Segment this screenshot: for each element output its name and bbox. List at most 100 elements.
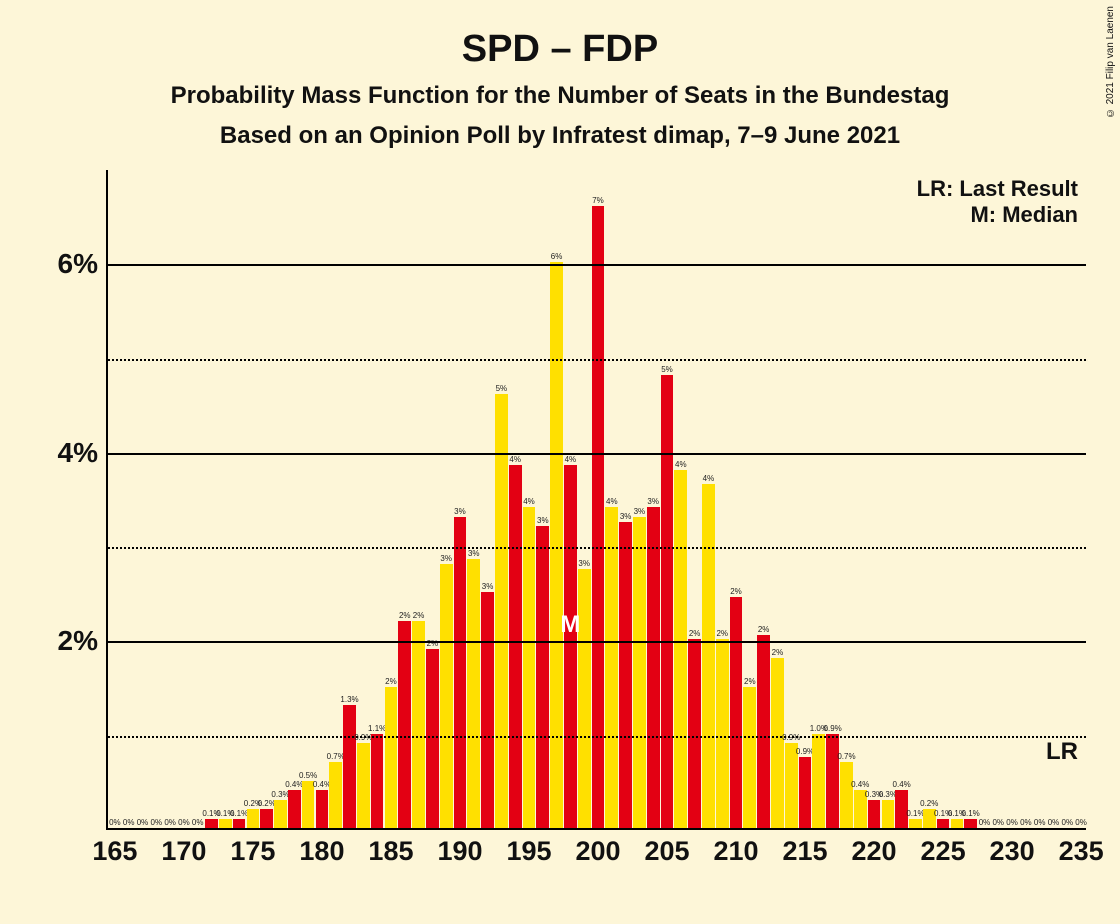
bar: 0.9% xyxy=(357,743,370,828)
bar: 0.7% xyxy=(840,762,853,828)
bar-value-label: 2% xyxy=(385,677,397,687)
bar-value-label: 0% xyxy=(1075,818,1087,828)
bar-value-label: 3% xyxy=(647,497,659,507)
bar: 0.2% xyxy=(260,809,273,828)
bar: 1.0% xyxy=(812,734,825,828)
bar: 0.3% xyxy=(868,800,881,828)
bar: 3% xyxy=(578,569,591,828)
bar-value-label: 2% xyxy=(772,648,784,658)
bar-value-label: 4% xyxy=(675,460,687,470)
bar-value-label: 6% xyxy=(551,252,563,262)
bar: 0.1% xyxy=(219,819,232,828)
bar: 4% xyxy=(564,465,577,828)
bar-value-label: 0% xyxy=(192,818,204,828)
bar-value-label: 2% xyxy=(427,639,439,649)
bar-value-label: 4% xyxy=(606,497,618,507)
bar: 2% xyxy=(385,687,398,828)
bar: 4% xyxy=(674,470,687,828)
bar-value-label: 0% xyxy=(123,818,135,828)
bar-value-label: 0.1% xyxy=(906,809,924,819)
bar-value-label: 0% xyxy=(992,818,1004,828)
bar: 2% xyxy=(757,635,770,828)
bar: 2% xyxy=(688,639,701,828)
bar-value-label: 2% xyxy=(744,677,756,687)
bar-value-label: 0.9% xyxy=(782,733,800,743)
bar: 0.3% xyxy=(882,800,895,828)
gridline xyxy=(108,641,1086,643)
bar-value-label: 3% xyxy=(537,516,549,526)
bar-value-label: 3% xyxy=(440,554,452,564)
bar: 1.3% xyxy=(343,705,356,828)
bar-value-label: 0.1% xyxy=(230,809,248,819)
bar-value-label: 3% xyxy=(634,507,646,517)
gridline xyxy=(108,359,1086,361)
bar: 0.9% xyxy=(826,734,839,828)
bar: 0.1% xyxy=(964,819,977,828)
bar-value-label: 3% xyxy=(620,512,632,522)
bar-value-label: 0.7% xyxy=(837,752,855,762)
y-tick-label: 4% xyxy=(58,437,108,469)
gridline xyxy=(108,264,1086,266)
bar-value-label: 0% xyxy=(151,818,163,828)
bars-layer: 0%0%0%0%0%0%0%0.1%0.1%0.1%0.2%0.2%0.3%0.… xyxy=(108,170,1086,828)
bar-value-label: 0% xyxy=(137,818,149,828)
bar: 0.4% xyxy=(316,790,329,828)
bar-value-label: 4% xyxy=(509,455,521,465)
bar: 2% xyxy=(716,639,729,828)
bar-value-label: 4% xyxy=(703,474,715,484)
x-tick-label: 225 xyxy=(921,828,966,867)
x-tick-label: 180 xyxy=(299,828,344,867)
bar-value-label: 0.4% xyxy=(285,780,303,790)
lr-annotation: LR xyxy=(1046,738,1078,766)
bar: 0.4% xyxy=(288,790,301,828)
bar-value-label: 0% xyxy=(164,818,176,828)
bar-value-label: 3% xyxy=(454,507,466,517)
x-tick-label: 215 xyxy=(783,828,828,867)
bar-value-label: 0.2% xyxy=(258,799,276,809)
bar: 2% xyxy=(743,687,756,828)
bar-value-label: 2% xyxy=(716,629,728,639)
bar: 1.1% xyxy=(371,734,384,828)
chart-subtitle-1: Probability Mass Function for the Number… xyxy=(0,82,1120,110)
bar-value-label: 0.1% xyxy=(962,809,980,819)
bar-value-label: 3% xyxy=(468,549,480,559)
bar: 3% xyxy=(481,592,494,828)
bar: 3% xyxy=(619,522,632,828)
bar-value-label: 0% xyxy=(979,818,991,828)
bar-value-label: 3% xyxy=(578,559,590,569)
y-tick-label: 6% xyxy=(58,248,108,280)
gridline xyxy=(108,547,1086,549)
bar: 5% xyxy=(661,375,674,828)
chart-title: SPD – FDP xyxy=(0,28,1120,71)
bar-value-label: 0% xyxy=(1048,818,1060,828)
x-tick-label: 195 xyxy=(506,828,551,867)
bar: 0.3% xyxy=(274,800,287,828)
bar-value-label: 0% xyxy=(109,818,121,828)
x-tick-label: 235 xyxy=(1059,828,1104,867)
x-tick-label: 175 xyxy=(230,828,275,867)
bar: 2% xyxy=(398,621,411,828)
plot-area: LR: Last Result M: Median 0%0%0%0%0%0%0%… xyxy=(106,170,1086,830)
chart-container: LR: Last Result M: Median 0%0%0%0%0%0%0%… xyxy=(90,170,1090,870)
bar-value-label: 3% xyxy=(482,582,494,592)
x-tick-label: 170 xyxy=(161,828,206,867)
bar-value-label: 5% xyxy=(496,384,508,394)
bar-value-label: 0% xyxy=(1020,818,1032,828)
bar-value-label: 1.3% xyxy=(340,695,358,705)
bar-value-label: 2% xyxy=(413,611,425,621)
bar-value-label: 5% xyxy=(661,365,673,375)
x-tick-label: 210 xyxy=(713,828,758,867)
bar: 3% xyxy=(647,507,660,828)
bar: 0.1% xyxy=(233,819,246,828)
bar-value-label: 7% xyxy=(592,196,604,206)
x-tick-label: 200 xyxy=(575,828,620,867)
x-tick-label: 230 xyxy=(990,828,1035,867)
bar: 0.2% xyxy=(247,809,260,828)
bar-value-label: 2% xyxy=(399,611,411,621)
bar: 3% xyxy=(536,526,549,828)
bar-value-label: 0.3% xyxy=(271,790,289,800)
bar: 5% xyxy=(495,394,508,828)
bar: 0.7% xyxy=(329,762,342,828)
median-annotation: M xyxy=(560,611,580,639)
bar-value-label: 0% xyxy=(1034,818,1046,828)
